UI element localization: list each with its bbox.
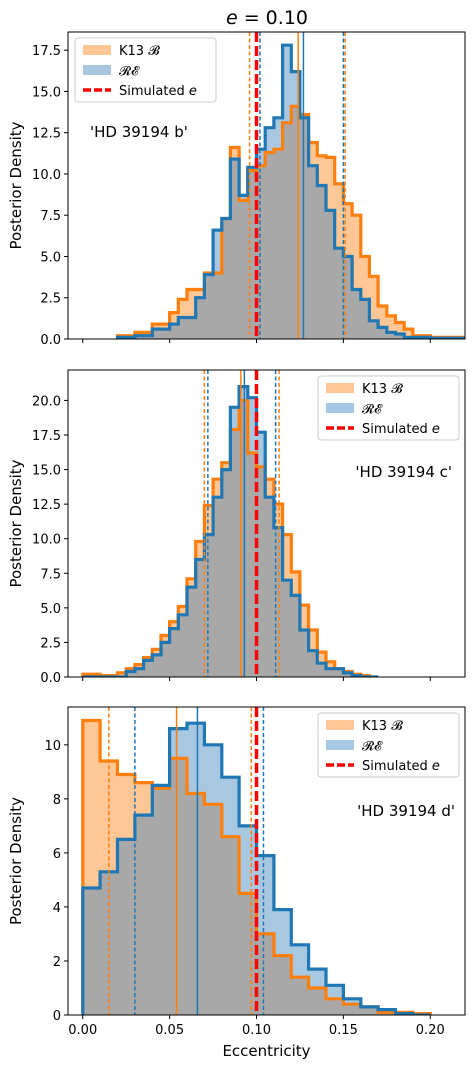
legend-re-patch [326,403,354,413]
y-tick-label: 12.5 [32,498,61,513]
x-axis-label: Eccentricity [222,1042,310,1060]
y-tick-label: 5.0 [40,602,61,617]
planet-annotation: 'HD 39194 c' [355,463,452,481]
legend-label: 𝓡𝓔 [362,739,383,754]
x-tick-label: 0.05 [155,1023,184,1038]
y-tick-label: 2 [53,955,61,970]
overlap-fill [117,106,465,339]
axes-frame [67,706,466,1016]
panel-3: 0 2 4 6 8 10 0.00 0.05 0.10 0.15 0.20 Posterior Den… [7,706,466,1060]
legend: K13 𝓑 𝓡𝓔 Simulated e [317,712,460,778]
legend-k13-patch [326,720,354,730]
legend-label-variable: e [432,422,440,437]
legend-label: Simulated e [119,84,197,99]
y-tick-label: 17.5 [32,44,61,59]
y-tick-label: 0 [53,1009,61,1024]
y-axis-label: Posterior Density [7,121,25,249]
y-tick-label: 0.0 [40,671,61,686]
y-tick-label: 12.5 [32,127,61,142]
panel-2: 0.0 2.5 5.0 7.5 10.0 12.5 15.0 17.5 20.0 Posterio… [7,369,466,686]
planet-annotation: 'HD 39194 d' [357,802,455,820]
legend-label-variable: e [189,84,197,99]
legend-label-variable: e [432,759,440,774]
y-tick-label: 6 [53,847,61,862]
overlap-fill [82,758,431,1015]
axes-frame [67,369,466,678]
legend-k13-patch [326,383,354,393]
y-tick-label: 8 [53,793,61,808]
axes-frame [67,31,466,340]
y-tick-label: 7.5 [40,209,61,224]
legend-label: Simulated e [362,422,440,437]
legend: K13 𝓑 𝓡𝓔 Simulated e [317,375,460,441]
plot-area-3 [81,707,432,1015]
k13-step-line [115,104,465,339]
x-tick-label: 0.00 [68,1023,97,1038]
overlap-fill [82,400,379,677]
legend-label: K13 𝓑 [362,719,403,734]
y-tick-label: 7.5 [40,567,61,582]
y-tick-label: 10.0 [32,168,61,183]
planet-annotation: 'HD 39194 b' [90,123,188,141]
figure-title-value: = 0.10 [238,7,308,29]
y-tick-label: 5.0 [40,250,61,265]
y-tick-label: 0.0 [40,333,61,348]
x-tick-label: 0.10 [242,1023,271,1038]
y-tick-label: 4 [53,901,61,916]
plot-area-2 [81,370,379,677]
plot-area-1 [115,32,465,339]
re-step-line [82,385,379,677]
legend-k13-patch [83,45,111,55]
y-tick-label: 15.0 [32,85,61,100]
legend-label: K13 𝓑 [119,44,160,59]
legend-label: K13 𝓑 [362,382,403,397]
re-step-line [115,43,465,339]
y-tick-label: 10 [44,739,61,754]
x-tick-label: 0.20 [416,1023,445,1038]
legend-re-patch [326,740,354,750]
y-tick-label: 20.0 [32,394,61,409]
legend-label: Simulated e [362,759,440,774]
panel-1: 0.0 2.5 5.0 7.5 10.0 12.5 15.0 17.5 Posterior De… [7,31,466,348]
y-axis-label: Posterior Density [7,797,25,925]
y-tick-label: 17.5 [32,429,61,444]
y-tick-label: 2.5 [40,636,61,651]
x-tick-label: 0.15 [329,1023,358,1038]
legend-label: 𝓡𝓔 [119,64,140,79]
figure-title: e = 0.10 [226,7,308,29]
legend-label: 𝓡𝓔 [362,402,383,417]
legend-re-patch [83,65,111,75]
legend: K13 𝓑 𝓡𝓔 Simulated e [74,37,217,103]
y-tick-label: 15.0 [32,464,61,479]
figure-title-variable: e [226,7,238,29]
y-tick-label: 2.5 [40,292,61,307]
y-axis-label: Posterior Density [7,459,25,587]
y-tick-label: 10.0 [32,533,61,548]
